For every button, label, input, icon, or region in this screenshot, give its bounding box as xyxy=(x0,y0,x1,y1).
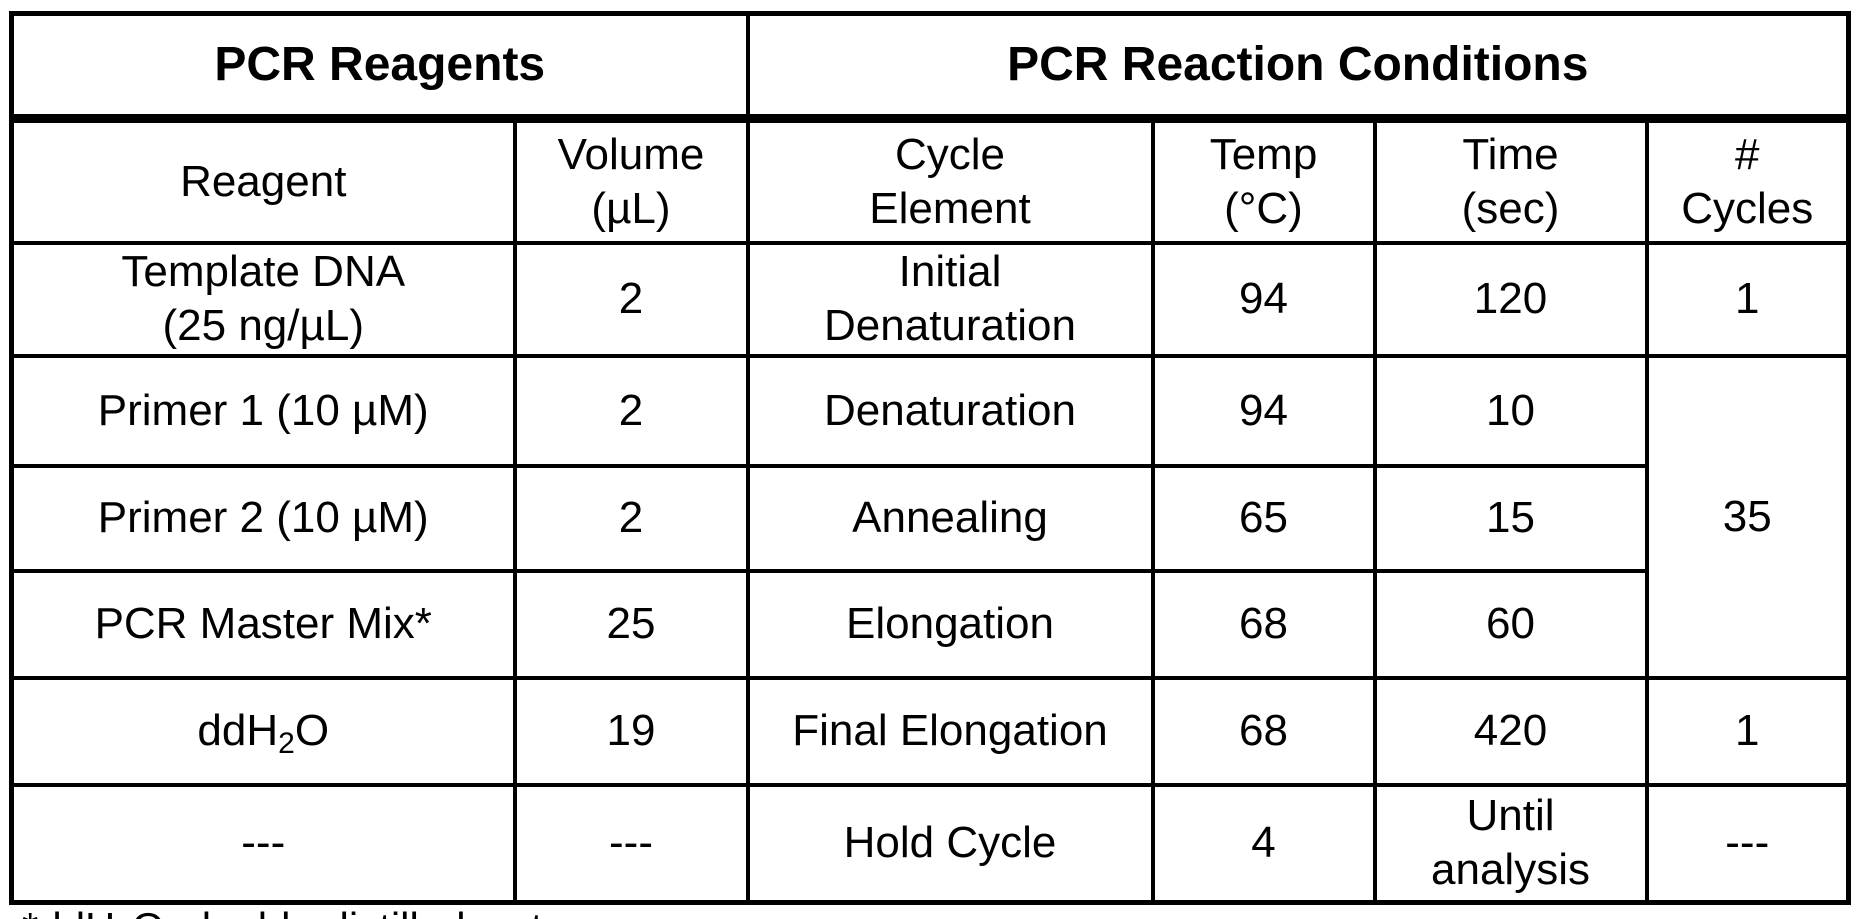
cell-reagent-primer-2: Primer 2 (10 µM) xyxy=(9,463,517,573)
col-header-temp: Temp (°C) xyxy=(1150,116,1377,245)
cell-time-annealing: 15 xyxy=(1372,463,1649,573)
section-header-pcr-reaction-conditions: PCR Reaction Conditions xyxy=(745,11,1851,123)
cell-time-hold-line1: Until xyxy=(1466,791,1555,841)
cell-cycle-elongation: Elongation xyxy=(745,568,1155,680)
cell-time-hold-line2: analysis xyxy=(1431,845,1590,895)
cell-cycle-denaturation: Denaturation xyxy=(745,353,1155,468)
cell-time-hold: Until analysis xyxy=(1372,782,1649,905)
cell-cycle-initial-denaturation-line2: Denaturation xyxy=(824,301,1076,350)
cell-reagent-master-mix: PCR Master Mix* xyxy=(9,568,517,680)
cell-cycles-hold: --- xyxy=(1644,782,1851,905)
cell-time-final-elongation: 420 xyxy=(1372,675,1649,787)
col-header-volume-line2: (µL) xyxy=(591,183,671,233)
footnote-ddh2o: *ddH₂O: double distilled water xyxy=(22,905,580,919)
cell-cycle-initial-denaturation-line1: Initial xyxy=(898,247,1002,296)
cell-cycle-initial-denaturation: Initial Denaturation xyxy=(745,240,1155,358)
col-header-time-line1: Time xyxy=(1462,129,1559,179)
cell-time-initial-denaturation: 120 xyxy=(1372,240,1649,358)
cell-reagent-template-dna-line1: Template DNA xyxy=(121,247,406,296)
cell-temp-final-elongation: 68 xyxy=(1150,675,1377,787)
cell-reagent-ddh2o-pre: ddH xyxy=(197,706,279,755)
cell-reagent-ddh2o: ddH2O xyxy=(9,675,517,787)
section-header-row: PCR Reagents PCR Reaction Conditions xyxy=(9,11,1851,123)
table-row-primer-1: Primer 1 (10 µM) 2 Denaturation 94 10 35 xyxy=(9,353,1851,680)
cell-temp-elongation: 68 xyxy=(1150,568,1377,680)
cell-cycle-final-elongation: Final Elongation xyxy=(745,675,1155,787)
section-header-pcr-reagents: PCR Reagents xyxy=(9,11,750,123)
col-header-temp-line1: Temp xyxy=(1209,129,1318,179)
cell-cycle-hold: Hold Cycle xyxy=(745,782,1155,905)
col-header-cycle-line1: Cycle xyxy=(894,129,1006,179)
table-row-primer-2: Primer 2 (10 µM) 2 Annealing 65 15 xyxy=(9,463,1849,573)
pcr-table: PCR Reagents PCR Reaction Conditions Rea… xyxy=(9,11,1852,905)
col-header-reagent: Reagent xyxy=(9,116,517,245)
cell-temp-initial-denaturation: 94 xyxy=(1150,240,1377,358)
cell-temp-hold: 4 xyxy=(1150,782,1377,905)
cell-cycle-annealing: Annealing xyxy=(745,463,1155,573)
cell-reagent-ddh2o-subscript: 2 xyxy=(278,727,295,760)
cell-volume-master-mix: 25 xyxy=(512,568,750,680)
cell-volume-primer-2: 2 xyxy=(512,463,750,573)
col-header-volume-line1: Volume xyxy=(557,129,705,179)
cell-reagent-primer-1: Primer 1 (10 µM) xyxy=(9,353,517,468)
cell-volume-empty: --- xyxy=(512,782,750,905)
cell-cycles-initial-denaturation: 1 xyxy=(1644,240,1851,358)
cell-reagent-ddh2o-post: O xyxy=(294,706,330,755)
table-row-template-dna: Template DNA (25 ng/µL) 2 Initial Denatu… xyxy=(9,240,1851,358)
col-header-volume: Volume (µL) xyxy=(512,116,750,245)
cell-reagent-template-dna-line2: (25 ng/µL) xyxy=(162,301,364,350)
table-row-hold-cycle: --- --- Hold Cycle 4 Until analysis --- xyxy=(9,782,1851,905)
cell-volume-template-dna: 2 xyxy=(512,240,750,358)
cell-reagent-template-dna: Template DNA (25 ng/µL) xyxy=(9,240,517,358)
col-header-time: Time (sec) xyxy=(1372,116,1649,245)
cell-volume-primer-1: 2 xyxy=(512,353,750,468)
cell-reagent-empty: --- xyxy=(9,782,517,905)
table-row-ddh2o: ddH2O 19 Final Elongation 68 420 1 xyxy=(9,675,1851,787)
cell-volume-ddh2o: 19 xyxy=(512,675,750,787)
col-header-cycle-element: Cycle Element xyxy=(745,116,1155,245)
col-header-num-cycles-line2: Cycles xyxy=(1681,183,1814,233)
cell-time-elongation: 60 xyxy=(1372,568,1649,680)
col-header-temp-line2: (°C) xyxy=(1224,183,1303,233)
cell-cycles-final-elongation: 1 xyxy=(1644,675,1851,787)
cell-temp-annealing: 65 xyxy=(1150,463,1377,573)
table-row-master-mix: PCR Master Mix* 25 Elongation 68 60 xyxy=(9,568,1849,680)
cell-temp-denaturation: 94 xyxy=(1150,353,1377,468)
cell-time-denaturation: 10 xyxy=(1372,353,1649,468)
col-header-cycle-line2: Element xyxy=(869,183,1031,233)
column-header-row: Reagent Volume (µL) Cycle Element Temp (… xyxy=(9,116,1851,245)
col-header-num-cycles-line1: # xyxy=(1735,129,1760,179)
col-header-time-line2: (sec) xyxy=(1461,183,1560,233)
col-header-num-cycles: # Cycles xyxy=(1644,116,1851,245)
cell-cycles-merged-35: 35 xyxy=(1644,353,1851,680)
